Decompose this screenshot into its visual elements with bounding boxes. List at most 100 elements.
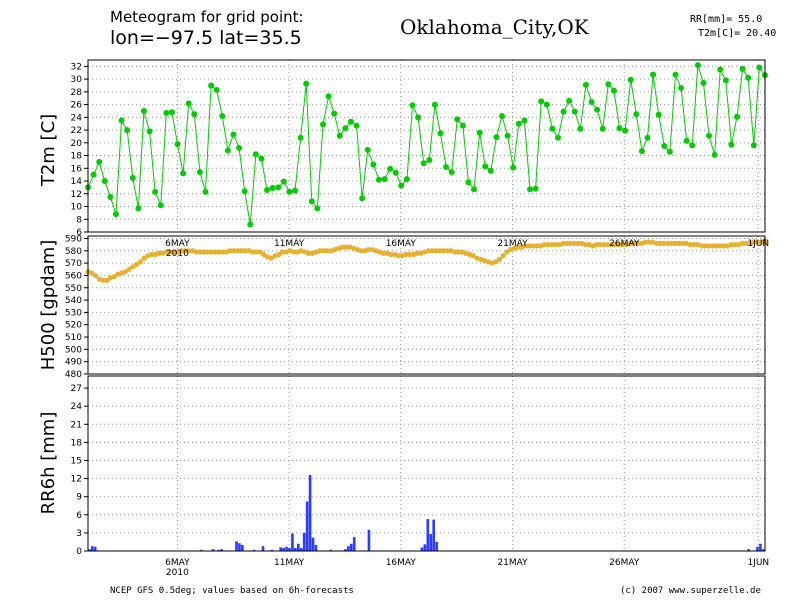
h500-point (257, 249, 263, 255)
h500-point (552, 242, 559, 248)
y-tick-label: 3 (76, 529, 82, 539)
t2m-point (582, 81, 589, 88)
t2m-point (342, 125, 349, 132)
t2m-point (286, 188, 293, 195)
t2m-point (280, 178, 287, 185)
t2m-point (459, 122, 466, 129)
x-tick-label: 1JUN (747, 239, 769, 249)
rr-bar (302, 532, 306, 551)
t2m-point (174, 141, 181, 148)
y-tick-label: 24 (71, 402, 83, 412)
t2m-point (650, 71, 657, 78)
t2m-point (213, 86, 220, 93)
t2m-point (420, 160, 427, 167)
y-tick-label: 28 (71, 88, 83, 98)
t2m-point (292, 187, 299, 194)
h500-point (496, 256, 503, 263)
h500-point (343, 244, 349, 250)
t2m-point (252, 151, 259, 158)
t2m-point (487, 167, 494, 174)
t2m-point (90, 171, 97, 178)
h500-point (380, 250, 387, 256)
h500-point (365, 246, 372, 253)
t2m-point (325, 93, 332, 100)
h500-point (178, 248, 185, 254)
h500-point (436, 248, 443, 254)
h500-point (530, 243, 536, 249)
h500-point (743, 240, 749, 246)
t2m-point (739, 65, 746, 72)
t2m-point (577, 125, 584, 132)
rr-bar (329, 549, 333, 551)
t2m-point (308, 198, 315, 205)
h500-point (713, 243, 719, 249)
t2m-point (431, 101, 438, 108)
t2m-point (415, 114, 422, 121)
h500-point (523, 243, 529, 249)
t2m-point (750, 142, 757, 149)
h500-point (429, 248, 435, 254)
y-tick-label: 22 (71, 126, 82, 136)
y-tick-label: 27 (71, 384, 82, 394)
y-tick-label: 24 (71, 113, 83, 123)
t2m-point (112, 211, 119, 218)
t2m-point (152, 188, 159, 195)
h500-point (425, 248, 431, 254)
h500-point (253, 249, 259, 255)
y-tick-label: 490 (65, 358, 82, 368)
h500-point (668, 240, 675, 246)
rr-bar (282, 547, 285, 551)
h500-point (261, 251, 267, 258)
y-tick-label: 590 (65, 234, 82, 244)
h500-point (414, 250, 420, 256)
h500-point (717, 243, 723, 249)
t2m-point (627, 76, 634, 83)
h500-point (601, 242, 607, 248)
t2m-point (381, 176, 388, 183)
t2m-point (655, 111, 662, 118)
rr-bar (435, 541, 438, 551)
t2m-point (538, 98, 545, 105)
t2m-point (465, 179, 472, 186)
t2m-point (230, 131, 237, 138)
title-line1: Meteogram for grid point: (110, 8, 304, 26)
h500-point (500, 253, 506, 259)
h500-point (291, 249, 297, 255)
h500-point (564, 240, 570, 246)
panel-frame (87, 59, 766, 233)
x-tick-label: 21MAY (497, 239, 528, 249)
h500-point (567, 240, 574, 246)
h500-point (605, 242, 611, 248)
h500-point (317, 248, 323, 254)
t2m-point (247, 221, 254, 228)
t2m-point (191, 111, 198, 118)
t2m-point (264, 186, 271, 193)
h500-point (721, 243, 727, 249)
h500-point (653, 240, 660, 246)
t2m-point (224, 147, 231, 154)
y-tick-label: 580 (65, 247, 82, 257)
x-tick-label: 16MAY (386, 558, 417, 568)
h500-point (515, 244, 521, 250)
h500-point (702, 243, 708, 249)
h500-point (388, 251, 394, 258)
h500-point (594, 242, 600, 248)
t2m-point (599, 125, 606, 132)
t2m-point (96, 158, 103, 165)
h500-point (126, 266, 132, 272)
h500-point (635, 240, 641, 246)
rr-bar (314, 544, 318, 551)
y-tick-label: 9 (76, 493, 82, 503)
t2m-point (347, 118, 354, 125)
h500-point (493, 259, 499, 265)
t2m-point (375, 176, 382, 183)
h500-point (208, 249, 215, 255)
h500-point (612, 242, 618, 248)
rr-bar (241, 544, 244, 551)
rr-bar (367, 529, 371, 551)
h500-point (661, 240, 667, 246)
rr-bar (220, 549, 224, 551)
t2m-point (336, 132, 343, 139)
t2m-point (543, 101, 550, 108)
h500-point (549, 242, 555, 248)
